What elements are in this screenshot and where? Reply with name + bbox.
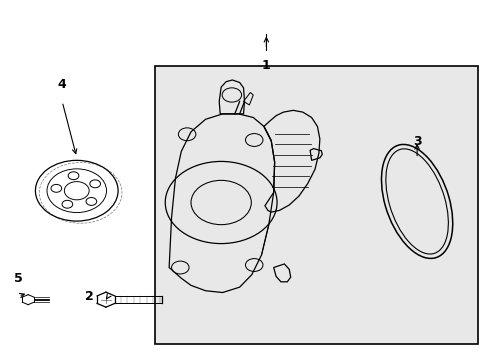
FancyBboxPatch shape <box>154 66 477 344</box>
Text: 4: 4 <box>58 78 66 91</box>
Text: 3: 3 <box>412 135 421 148</box>
Text: 2: 2 <box>85 289 94 303</box>
Text: 5: 5 <box>14 273 23 285</box>
Text: 1: 1 <box>262 59 270 72</box>
